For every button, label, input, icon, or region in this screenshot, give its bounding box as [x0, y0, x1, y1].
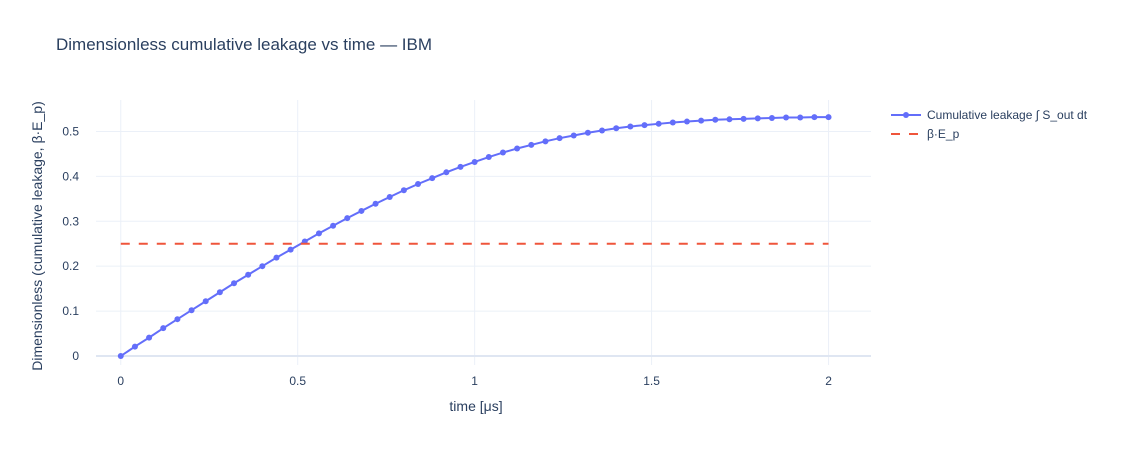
data-point[interactable]	[528, 141, 535, 148]
x-tick-label: 2	[825, 374, 832, 388]
legend-label: Cumulative leakage ∫ S_out dt	[927, 108, 1088, 122]
x-ticks: 0 0.5 1 1.5 2	[117, 374, 832, 388]
data-point[interactable]	[400, 187, 407, 194]
data-point[interactable]	[131, 343, 138, 350]
data-point[interactable]	[188, 307, 195, 314]
data-point[interactable]	[457, 163, 464, 170]
data-point[interactable]	[570, 132, 577, 139]
data-point[interactable]	[245, 271, 252, 278]
y-tick-label: 0.3	[62, 214, 79, 228]
data-point[interactable]	[825, 114, 832, 121]
data-point[interactable]	[556, 135, 563, 142]
data-point[interactable]	[287, 246, 294, 253]
legend-label: β·E_p	[927, 127, 960, 141]
y-tick-label: 0.1	[62, 304, 79, 318]
y-tick-label: 0.2	[62, 259, 79, 273]
x-tick-label: 1.5	[643, 374, 660, 388]
data-point[interactable]	[117, 353, 124, 360]
x-tick-label: 0	[117, 374, 124, 388]
y-tick-label: 0.5	[62, 124, 79, 138]
data-point[interactable]	[599, 127, 606, 134]
y-tick-label: 0.4	[62, 169, 79, 183]
data-point[interactable]	[273, 254, 280, 261]
data-point[interactable]	[485, 154, 492, 161]
data-point[interactable]	[443, 169, 450, 176]
y-axis-title: Dimensionless (cumulative leakage, β·E_p…	[29, 101, 45, 371]
plot-background	[96, 100, 871, 365]
y-ticks: 0 0.1 0.2 0.3 0.4 0.5	[62, 124, 79, 363]
data-point[interactable]	[231, 280, 238, 287]
x-axis-title: time [μs]	[449, 398, 502, 414]
data-point[interactable]	[160, 325, 167, 332]
data-point[interactable]	[372, 200, 379, 207]
data-point[interactable]	[768, 114, 775, 121]
x-tick-label: 1	[471, 374, 478, 388]
data-point[interactable]	[669, 119, 676, 126]
x-tick-label: 0.5	[289, 374, 306, 388]
legend[interactable]: Cumulative leakage ∫ S_out dt β·E_p	[891, 108, 1088, 141]
data-point[interactable]	[429, 175, 436, 182]
data-point[interactable]	[712, 116, 719, 123]
data-point[interactable]	[174, 316, 181, 323]
data-point[interactable]	[202, 298, 209, 305]
chart-title: Dimensionless cumulative leakage vs time…	[56, 35, 432, 54]
data-point[interactable]	[146, 334, 153, 341]
data-point[interactable]	[811, 114, 818, 121]
data-point[interactable]	[415, 180, 422, 187]
data-point[interactable]	[740, 115, 747, 122]
legend-marker	[903, 112, 909, 118]
data-point[interactable]	[683, 118, 690, 125]
data-point[interactable]	[344, 215, 351, 222]
series-layer	[117, 114, 832, 360]
data-point[interactable]	[698, 117, 705, 124]
data-point[interactable]	[641, 122, 648, 129]
data-point[interactable]	[655, 120, 662, 127]
data-point[interactable]	[783, 114, 790, 121]
legend-item[interactable]: Cumulative leakage ∫ S_out dt	[891, 108, 1088, 122]
data-point[interactable]	[514, 145, 521, 152]
data-point[interactable]	[216, 289, 223, 296]
data-point[interactable]	[471, 158, 478, 165]
grid	[96, 100, 871, 365]
data-point[interactable]	[797, 114, 804, 121]
data-point[interactable]	[315, 230, 322, 237]
data-point[interactable]	[386, 194, 393, 201]
legend-item[interactable]: β·E_p	[891, 127, 960, 141]
data-point[interactable]	[330, 222, 337, 229]
data-point[interactable]	[627, 123, 634, 130]
data-point[interactable]	[754, 115, 761, 122]
data-point[interactable]	[358, 207, 365, 214]
data-point[interactable]	[584, 129, 591, 136]
y-tick-label: 0	[72, 349, 79, 363]
data-point[interactable]	[726, 116, 733, 123]
data-point[interactable]	[259, 263, 266, 270]
data-point[interactable]	[613, 125, 620, 132]
series-0	[117, 114, 832, 360]
data-point[interactable]	[542, 138, 549, 145]
data-point[interactable]	[499, 149, 506, 156]
